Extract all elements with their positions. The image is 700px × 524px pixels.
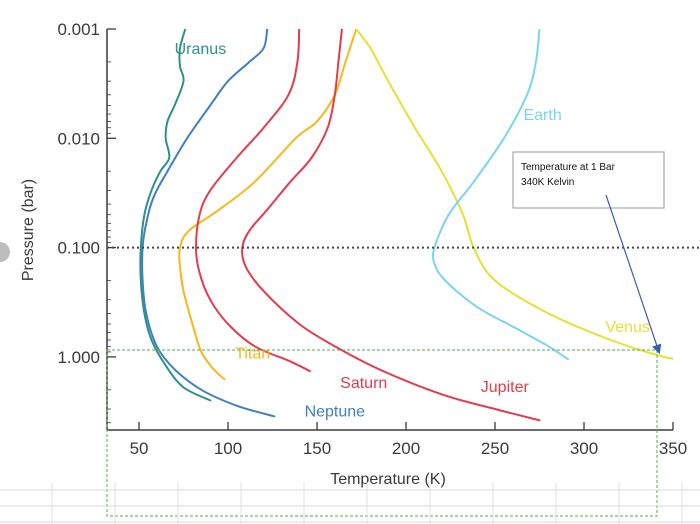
x-tick-label: 350 [659,439,687,458]
series-label-neptune: Neptune [305,403,366,420]
x-tick-label: 50 [130,439,149,458]
callout-line-1: Temperature at 1 Bar [521,162,616,173]
y-tick-label: 0.100 [57,239,100,258]
series-line-uranus [139,29,212,402]
series-label-layer: Uranus Earth Venus Titan Saturn Jupiter Neptun… [175,41,650,420]
series-label-saturn: Saturn [340,375,387,392]
callout-line-2: 340K Kelvin [521,177,574,188]
x-tick-label: 200 [392,439,420,458]
y-tick-label: 0.010 [57,129,100,148]
series-label-uranus: Uranus [175,41,227,58]
selection-rectangle[interactable] [106,349,658,517]
series-line-earth [431,29,569,361]
x-tick-label: 300 [570,439,598,458]
y-tick-label: 0.001 [57,20,100,39]
series-label-jupiter: Jupiter [481,379,530,396]
annotation-callout[interactable]: Temperature at 1 Bar 340K Kelvin [512,151,665,209]
x-tick-label: 100 [214,439,242,458]
series-label-venus: Venus [605,319,649,336]
series-line-saturn [195,29,311,373]
side-handle-icon [0,242,10,262]
series-label-titan: Titan [235,345,270,362]
y-tick-label: 1.000 [57,348,100,367]
axis-layer: 50 100 150 200 250 300 350 0.001 0.010 0.100 1.000… [20,20,700,488]
callout-arrow [605,194,662,355]
series-line-venus [355,29,673,360]
x-axis-title: Temperature (K) [330,471,446,488]
x-tick-label: 250 [481,439,509,458]
callout-box [512,151,665,209]
x-tick-label: 150 [303,439,331,458]
overlay-layer: Temperature at 1 Bar 340K Kelvin [106,151,665,517]
series-line-neptune [141,29,276,418]
sheet-gridlines [0,482,700,524]
series-label-earth: Earth [523,107,561,124]
y-axis-title: Pressure (bar) [20,179,37,281]
series-line-titan [178,29,358,381]
series-layer [139,29,673,422]
